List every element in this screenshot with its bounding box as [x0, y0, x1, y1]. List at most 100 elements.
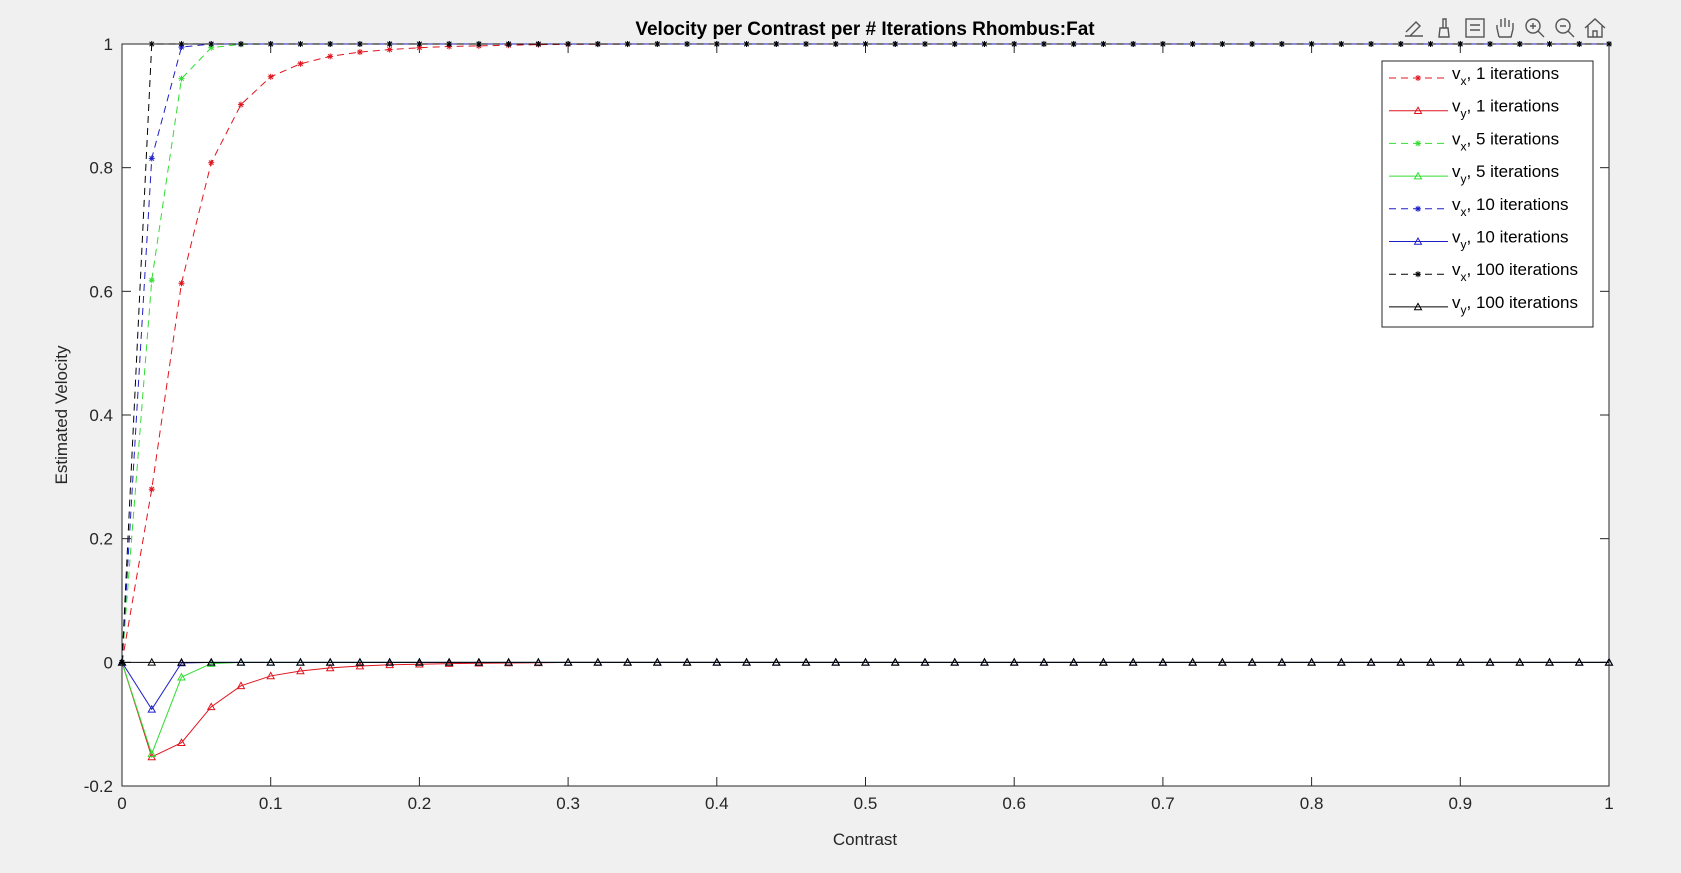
- legend-label-sub: x: [1461, 74, 1467, 88]
- triangle-marker: [801, 657, 811, 666]
- marker-stroke: [238, 41, 244, 47]
- star-marker: [267, 73, 274, 80]
- triangle-marker: [1158, 657, 1168, 666]
- marker-stroke: [952, 41, 958, 47]
- marker-stroke: [1398, 41, 1404, 47]
- marker-stroke: [1428, 41, 1434, 47]
- star-marker: [1100, 41, 1107, 47]
- triangle-marker: [950, 657, 960, 666]
- icon-stroke: [1465, 18, 1485, 38]
- legend-label: vx, 5 iterations: [1452, 129, 1559, 153]
- star-marker: [1576, 41, 1583, 47]
- legend-label-sub: x: [1461, 270, 1467, 284]
- export-icon[interactable]: [1405, 21, 1423, 37]
- zoom-in-icon[interactable]: [1525, 18, 1545, 38]
- triangle-marker: [266, 657, 276, 666]
- marker-stroke: [357, 41, 363, 47]
- star-marker: [505, 41, 512, 47]
- triangle-marker: [1413, 171, 1423, 180]
- triangle-marker: [652, 657, 662, 666]
- legend-label-main: v: [1452, 97, 1461, 116]
- star-marker: [565, 41, 572, 47]
- icon-stroke: [1438, 18, 1450, 38]
- x-tick-label: 0.7: [1151, 794, 1175, 813]
- triangle-marker: [1413, 302, 1423, 311]
- star-marker: [1011, 41, 1018, 47]
- triangle-marker: [1574, 657, 1584, 666]
- marker-stroke: [803, 41, 809, 47]
- star-marker: [832, 41, 839, 47]
- star-marker: [713, 41, 720, 47]
- marker-stroke: [1576, 41, 1582, 47]
- star-marker: [297, 41, 304, 47]
- triangle-marker: [385, 657, 395, 666]
- triangle-marker: [1099, 657, 1108, 666]
- legend-label: vx, 10 iterations: [1452, 195, 1569, 219]
- marker-stroke: [1368, 41, 1374, 47]
- marker-stroke: [1160, 41, 1166, 47]
- marker-stroke: [178, 41, 185, 47]
- marker-stroke: [922, 41, 928, 47]
- star-marker: [1278, 41, 1285, 47]
- legend-item: vx, 5 iterations: [1389, 129, 1559, 153]
- legend-label: vx, 100 iterations: [1452, 260, 1578, 284]
- star-marker: [1219, 41, 1226, 47]
- legend-label-sub: y: [1461, 107, 1467, 121]
- y-tick-label: 0.6: [89, 282, 113, 301]
- marker-stroke: [684, 41, 690, 47]
- x-axis-label: Contrast: [833, 830, 898, 849]
- star-marker: [119, 659, 125, 666]
- home-icon[interactable]: [1584, 18, 1606, 38]
- legend-label: vy, 100 iterations: [1452, 293, 1578, 317]
- marker-stroke: [625, 41, 631, 47]
- triangle-marker: [206, 659, 216, 667]
- legend-label-sub: x: [1461, 139, 1467, 153]
- x-tick-label: 0.4: [705, 794, 729, 813]
- star-marker: [892, 41, 899, 47]
- marker-stroke: [595, 41, 601, 47]
- star-marker: [1546, 41, 1553, 47]
- triangle-marker: [1604, 657, 1614, 666]
- marker-stroke: [268, 74, 274, 80]
- triangle-marker: [1366, 657, 1376, 666]
- data-tips-icon[interactable]: [1465, 18, 1485, 38]
- brush-icon[interactable]: [1438, 18, 1450, 38]
- legend-item: vx, 1 iterations: [1389, 64, 1559, 88]
- marker-stroke: [387, 47, 393, 53]
- marker-stroke: [297, 61, 303, 67]
- star-marker: [1606, 41, 1612, 47]
- triangle-marker: [1247, 657, 1257, 666]
- marker-stroke: [149, 155, 155, 161]
- legend-label: vy, 5 iterations: [1452, 162, 1559, 186]
- marker-stroke: [208, 160, 214, 166]
- star-marker: [208, 41, 215, 47]
- legend-label-main: v: [1452, 293, 1461, 312]
- marker-stroke: [416, 45, 422, 51]
- legend-label-rest: , 10 iterations: [1467, 228, 1569, 247]
- icon-stroke: [1525, 18, 1541, 34]
- y-tick-label: 0.4: [89, 406, 113, 425]
- star-marker: [862, 41, 869, 47]
- pan-icon[interactable]: [1496, 18, 1514, 38]
- marker-stroke: [535, 41, 541, 47]
- legend-item: vy, 5 iterations: [1389, 162, 1559, 186]
- triangle-marker: [1545, 657, 1554, 666]
- star-marker: [773, 41, 780, 47]
- legend-label-main: v: [1452, 260, 1461, 279]
- star-marker: [1040, 41, 1047, 47]
- marker-stroke: [833, 41, 839, 47]
- marker-stroke: [238, 102, 244, 108]
- marker-stroke: [981, 41, 988, 47]
- marker-stroke: [1338, 41, 1344, 47]
- triangle-marker: [385, 660, 395, 669]
- legend-item: vx, 100 iterations: [1389, 260, 1578, 284]
- star-marker: [327, 41, 334, 47]
- marker-stroke: [654, 41, 660, 47]
- star-marker: [1516, 41, 1523, 47]
- triangle-marker: [296, 657, 305, 666]
- triangle-marker: [474, 657, 484, 666]
- triangle-marker: [593, 657, 603, 666]
- zoom-out-icon[interactable]: [1555, 18, 1575, 38]
- star-marker: [1249, 41, 1256, 47]
- legend-label-rest: , 1 iterations: [1467, 64, 1560, 83]
